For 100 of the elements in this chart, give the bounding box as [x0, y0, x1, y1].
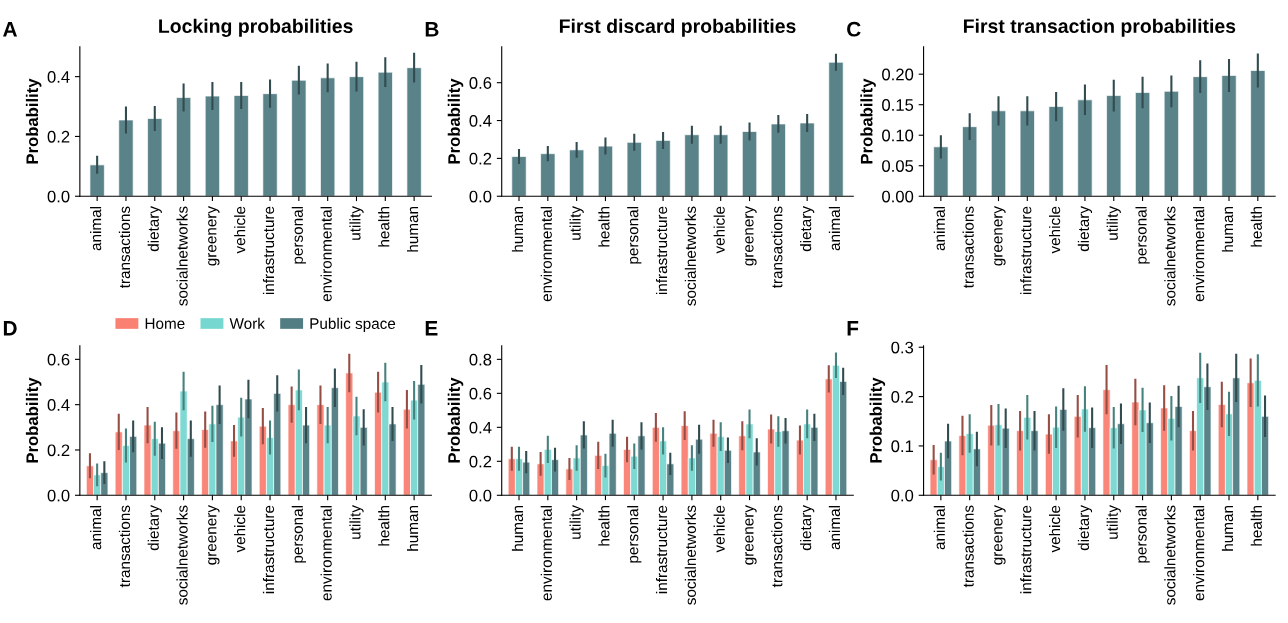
y-axis-title: Probability	[25, 377, 42, 463]
legend-label: Public space	[310, 317, 396, 333]
x-tick-label: environmental	[320, 506, 332, 601]
x-tick-label: vehicle	[1049, 206, 1061, 254]
y-tick-label: 0.4	[469, 114, 492, 127]
x-tick-label: greenery	[994, 505, 1006, 565]
y-tick-label: 0.6	[469, 387, 492, 400]
x-tick-label: dietary	[147, 205, 162, 252]
x-tick-label: utility	[1106, 505, 1121, 539]
x-tick-label: health	[378, 206, 390, 247]
x-tick-label: transactions	[118, 206, 131, 289]
x-tick-label: vehicle	[713, 206, 725, 254]
y-tick-label: 0.2	[469, 152, 492, 165]
x-tick-label: animal	[90, 206, 102, 251]
x-tick-label: human	[406, 206, 419, 252]
x-tick-label: vehicle	[234, 206, 246, 254]
y-axis-title: Probability	[869, 377, 886, 463]
y-tick-label: 0.2	[47, 130, 70, 143]
x-tick-label: infrastructure	[262, 206, 275, 295]
x-tick-label: infrastructure	[655, 505, 668, 594]
x-tick-label: environmental	[540, 206, 552, 302]
x-tick-label: greenery	[208, 505, 220, 565]
x-tick-label: dietary	[147, 505, 162, 551]
x-tick-label: dietary	[1077, 505, 1093, 551]
chart-title: First transaction probabilities	[963, 18, 1236, 37]
text: E	[425, 321, 438, 336]
x-tick-label: infrastructure	[1020, 505, 1032, 594]
x-tick-label: greenery	[745, 205, 757, 266]
text: B	[425, 22, 439, 37]
y-tick-label: 0.2	[469, 455, 492, 468]
y-tick-label: 0.0	[891, 489, 914, 502]
x-tick-label: environmental	[1193, 206, 1205, 302]
x-tick-label: transactions	[962, 206, 974, 289]
x-tick-label: socialnetworks	[1164, 505, 1176, 605]
chart-title: Locking probabilities	[159, 18, 353, 37]
y-tick-label: 0.10	[882, 129, 914, 142]
x-tick-label: transactions	[118, 505, 131, 588]
x-tick-label: personal	[1135, 206, 1150, 264]
x-tick-label: socialnetworks	[684, 206, 696, 306]
x-tick-label: health	[598, 506, 610, 546]
x-tick-label: animal	[828, 506, 841, 550]
x-tick-label: infrastructure	[262, 505, 275, 594]
x-tick-label: vehicle	[234, 505, 246, 553]
x-tick-label: animal	[933, 206, 945, 251]
y-tick-label: 0.0	[469, 190, 492, 203]
x-tick-label: socialnetworks	[176, 505, 188, 605]
text: F	[847, 321, 859, 336]
x-tick-label: human	[1221, 206, 1234, 252]
x-tick-label: animal	[933, 506, 945, 550]
x-tick-label: health	[598, 206, 610, 247]
legend-label: Work	[229, 317, 265, 329]
x-tick-label: transactions	[771, 206, 783, 289]
y-tick-label: 0.05	[882, 160, 914, 172]
y-tick-label: 0.15	[882, 99, 914, 111]
x-tick-label: environmental	[1193, 506, 1205, 601]
x-tick-label: dietary	[1077, 205, 1093, 252]
y-tick-label: 0.6	[47, 353, 70, 366]
text: A	[3, 22, 18, 37]
x-tick-label: human	[511, 206, 524, 252]
x-tick-label: dietary	[800, 205, 815, 252]
x-tick-label: greenery	[994, 205, 1006, 266]
x-tick-label: utility	[349, 505, 364, 539]
x-tick-label: infrastructure	[1020, 206, 1032, 295]
text: C	[847, 21, 861, 37]
y-tick-label: 0.6	[469, 77, 492, 89]
x-tick-label: utility	[1106, 206, 1121, 240]
x-tick-label: greenery	[745, 505, 757, 565]
x-tick-label: animal	[90, 506, 102, 550]
x-tick-label: personal	[627, 506, 642, 563]
x-tick-label: human	[511, 505, 524, 551]
y-tick-label: 0.20	[882, 68, 914, 81]
y-axis-title: Probability	[860, 78, 876, 164]
text: D	[3, 321, 17, 336]
y-tick-label: 0.4	[469, 421, 492, 434]
y-tick-label: 0.4	[47, 399, 70, 411]
x-tick-label: socialnetworks	[1164, 206, 1176, 306]
x-tick-label: health	[1250, 506, 1262, 546]
y-axis-title: Probability	[25, 78, 42, 164]
y-tick-label: 0.1	[891, 440, 914, 453]
x-tick-label: personal	[291, 506, 306, 563]
y-axis-title: Probability	[447, 377, 464, 463]
x-tick-label: animal	[828, 206, 841, 251]
x-tick-label: socialnetworks	[176, 206, 188, 306]
x-tick-label: personal	[1135, 506, 1150, 563]
x-tick-label: transactions	[962, 505, 974, 588]
y-axis-title: Probability	[447, 78, 464, 164]
x-tick-label: personal	[627, 206, 642, 264]
legend-label: Home	[145, 318, 185, 329]
x-tick-label: human	[1221, 505, 1234, 551]
x-tick-label: infrastructure	[655, 206, 668, 295]
x-tick-label: environmental	[540, 506, 552, 601]
x-tick-label: health	[378, 506, 390, 546]
x-tick-label: utility	[569, 206, 584, 240]
x-tick-label: dietary	[800, 505, 815, 551]
x-tick-label: greenery	[208, 205, 220, 266]
x-tick-label: vehicle	[713, 505, 725, 553]
x-tick-label: vehicle	[1049, 505, 1061, 553]
y-tick-label: 0.3	[891, 341, 914, 354]
y-tick-label: 0.0	[47, 190, 70, 203]
y-tick-label: 0.2	[891, 390, 914, 403]
